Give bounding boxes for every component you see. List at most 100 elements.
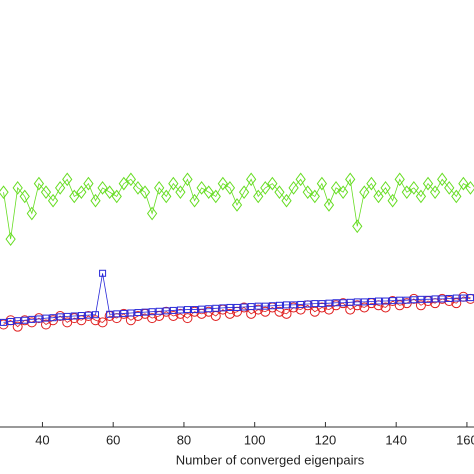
square-marker [424,295,432,303]
circle-marker [168,310,179,321]
diamond-marker [231,198,243,212]
square-marker [0,318,8,326]
diamond-marker [323,198,335,212]
x-tick-label: 40 [35,432,49,447]
square-marker [452,294,460,302]
diamond-marker [146,206,158,221]
diamond-marker [55,181,66,195]
diamond-marker [444,181,455,195]
square-marker [35,315,43,323]
square-marker [56,313,64,321]
square-marker [403,296,411,304]
square-marker [410,296,418,304]
circle-marker [394,300,405,311]
circle-marker [224,308,235,319]
square-marker [120,309,128,317]
diamond-marker [401,185,412,199]
diamond-marker [47,193,59,208]
diamond-marker [168,176,179,191]
square-marker [113,310,121,318]
square-marker [268,302,276,310]
square-marker [261,302,269,310]
square-marker [205,305,213,313]
diamond-marker [373,189,384,204]
square-marker [396,296,404,304]
square-marker [212,304,220,312]
diamond-marker [330,181,342,195]
diamond-marker [90,193,101,208]
square-marker [438,295,446,303]
diamond-marker [33,176,45,191]
square-marker [459,294,467,302]
diamond-marker [281,193,292,208]
diamond-marker [104,185,115,199]
series-line [3,273,471,323]
circle-marker [380,302,391,313]
square-marker [254,302,262,310]
circle-marker [316,302,327,313]
square-marker [162,307,170,315]
square-marker [290,301,298,309]
square-marker [325,299,333,307]
square-marker [7,318,15,326]
square-marker [297,300,305,308]
square-marker [42,314,50,322]
diamond-marker [359,185,370,199]
square-marker [346,298,354,306]
square-marker [240,303,248,311]
diamond-marker [295,172,306,187]
square-marker [389,297,397,305]
square-marker [148,308,156,316]
diamond-marker [302,185,313,199]
diamond-marker [451,189,462,204]
x-tick-label: 60 [106,432,120,447]
square-marker [70,312,78,320]
square-marker [169,306,177,314]
series-line [3,296,471,328]
square-marker [77,312,85,320]
diamond-marker [118,176,129,191]
diamond-marker [224,181,236,195]
circle-marker [274,306,285,317]
diamond-marker [267,176,278,191]
diamond-marker [62,172,73,187]
diamond-marker [260,181,271,195]
square-marker [21,316,29,324]
square-marker [275,301,283,309]
square-marker [99,269,107,277]
square-marker [191,306,199,314]
square-marker [247,303,255,311]
square-marker [84,311,92,319]
diamond-marker [465,181,474,195]
diamond-marker [246,172,257,187]
diamond-marker [19,189,30,204]
diamond-marker [309,189,320,204]
square-marker [339,299,347,307]
square-marker [141,308,149,316]
square-marker [183,306,191,314]
circle-marker [97,317,108,328]
square-marker [14,317,22,325]
diamond-marker [132,181,144,195]
diamond-marker [458,176,469,191]
diamond-marker [274,185,285,199]
diamond-marker [161,189,172,204]
series-line [3,178,471,240]
square-marker [226,303,234,311]
diamond-marker [387,193,398,208]
square-marker [106,310,114,318]
square-marker [304,300,312,308]
diamond-marker [437,172,448,187]
x-tick-label: 100 [244,432,266,447]
x-tick-label: 160 [456,432,474,447]
diamond-marker [189,193,200,208]
diamond-marker [76,185,87,199]
square-marker [49,314,57,322]
square-marker [176,306,184,314]
diamond-marker [26,206,37,221]
diamond-marker [380,181,391,195]
diamond-marker [366,176,377,191]
square-marker [311,300,319,308]
circle-marker [147,313,158,324]
diamond-marker [429,185,441,199]
